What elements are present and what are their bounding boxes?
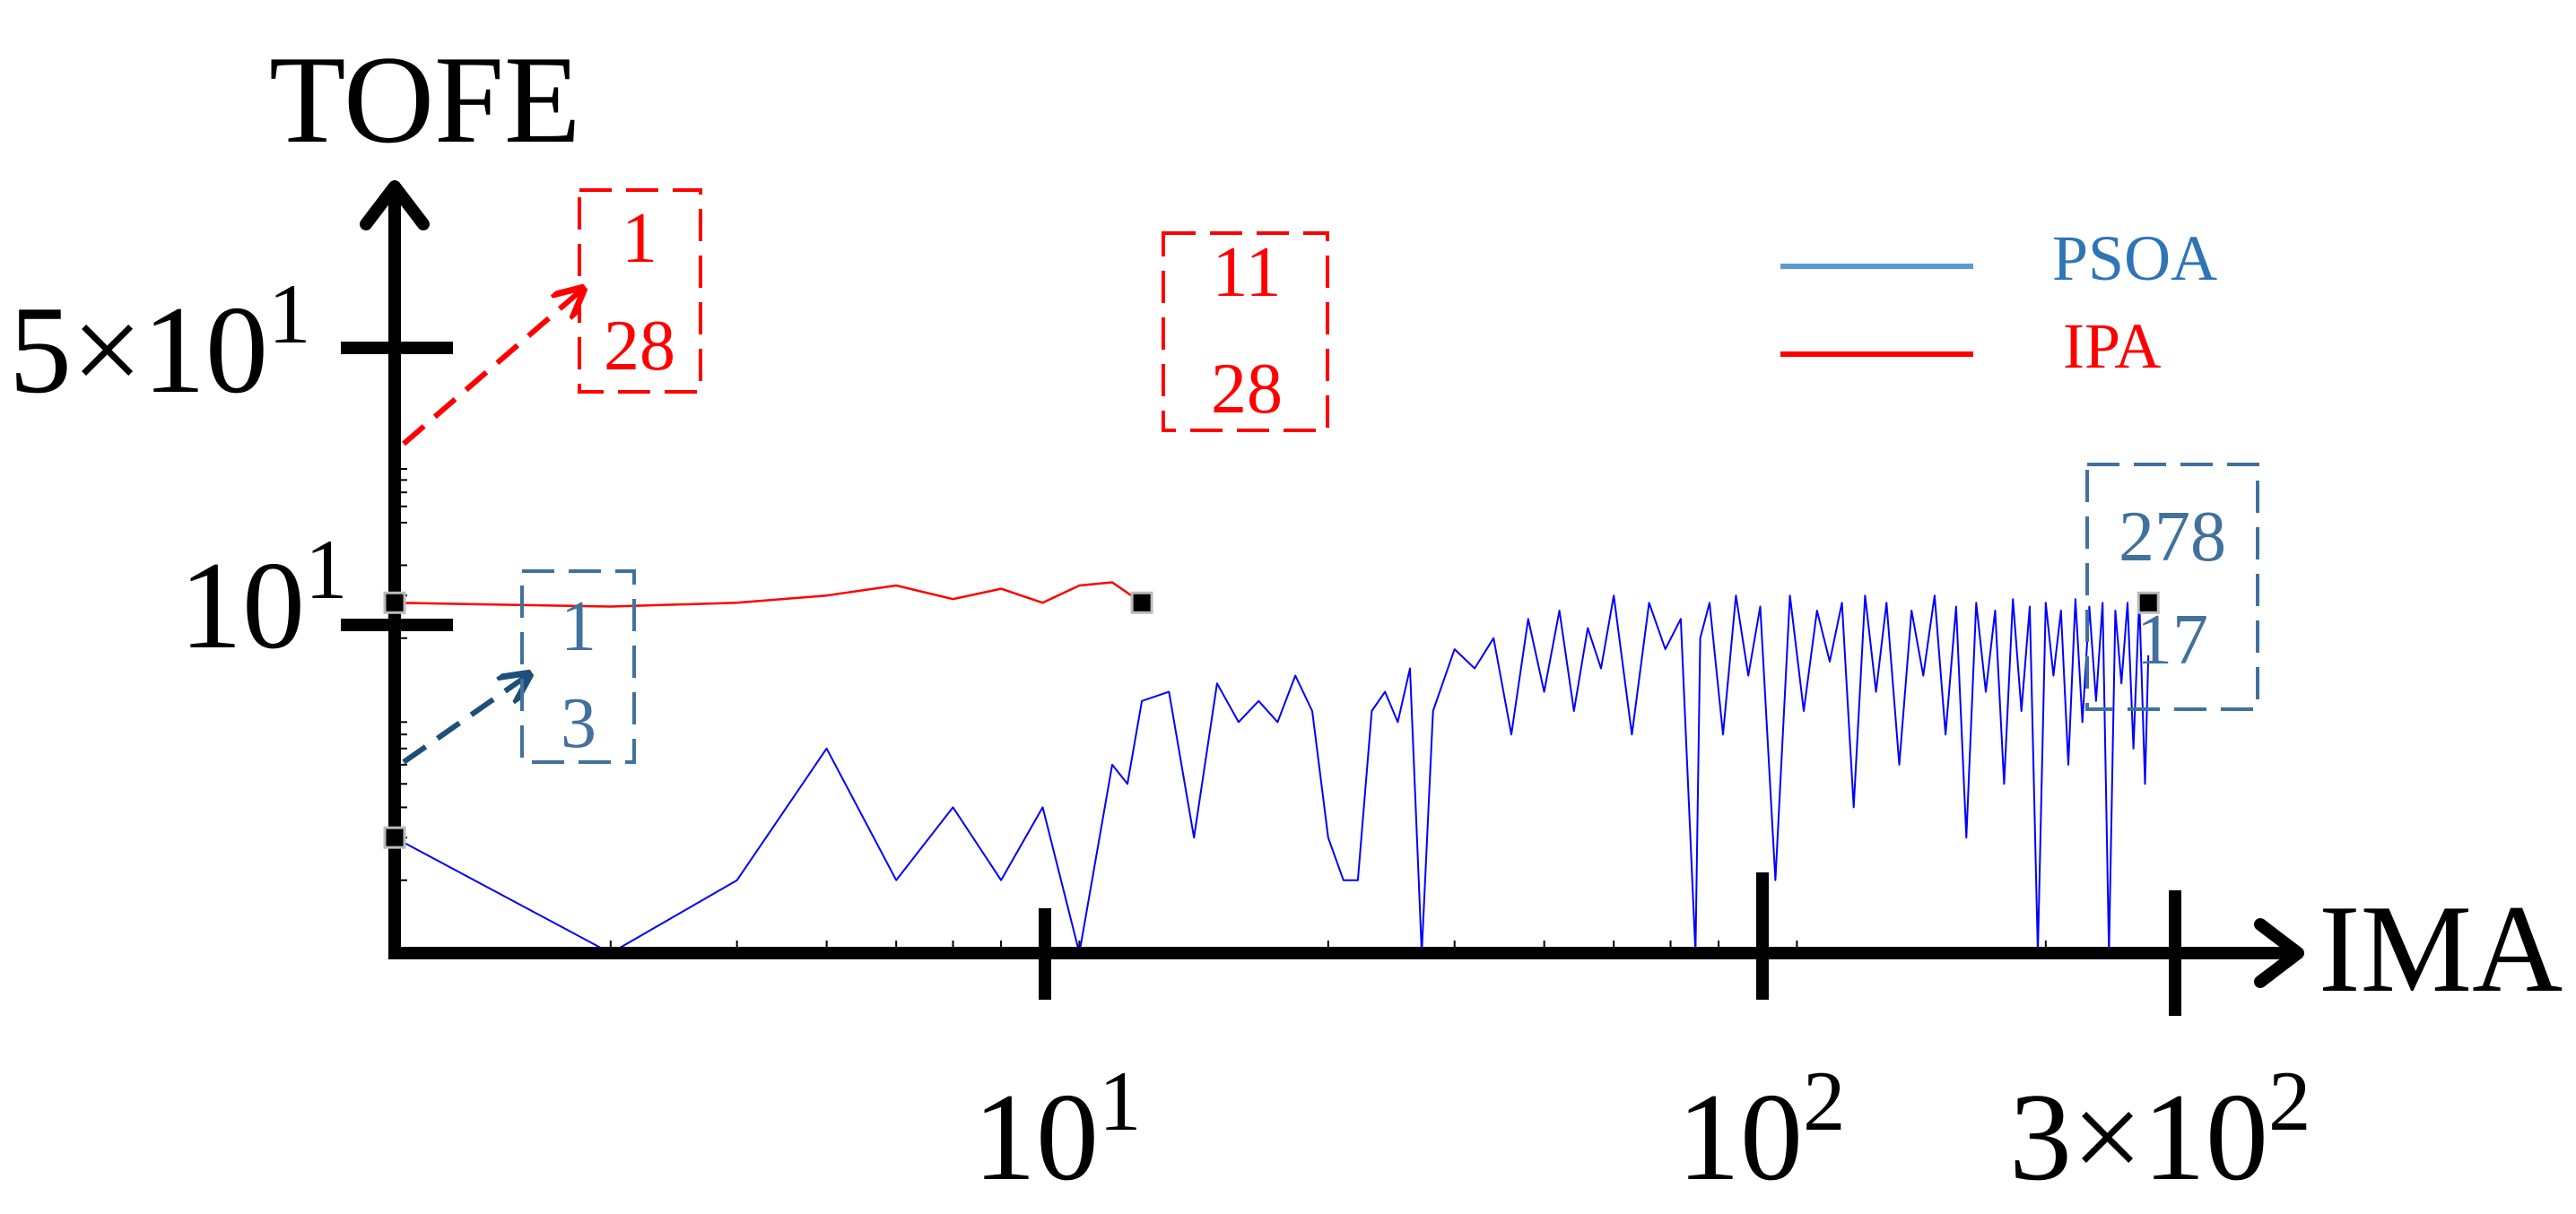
x-tick-label-100: 102: [1677, 1054, 1846, 1207]
start-marker-psoa: [383, 826, 406, 849]
legend-label-ipa: IPA: [2063, 310, 2161, 382]
minor-ticks: [395, 468, 2047, 953]
series-line-psoa: [394, 594, 2150, 954]
start-marker-ipa: [383, 591, 406, 614]
y-tick-label-10: 101: [179, 522, 348, 675]
annotation-box: [520, 569, 636, 764]
annotation-line-1: 1: [622, 199, 657, 278]
legend-label-psoa: PSOA: [2052, 222, 2217, 294]
end-marker-ipa: [1130, 591, 1153, 614]
annotation-psoa-start: 1 3: [402, 569, 636, 765]
series-layer: [394, 581, 2150, 954]
x-tick-label-10: 101: [973, 1054, 1142, 1207]
annotation-arrow: [402, 289, 583, 447]
annotation-box: [2085, 463, 2259, 711]
annotation-psoa-end: 278 17: [2085, 463, 2259, 711]
annotation-box: [578, 188, 702, 394]
x-tick-label-300: 3×102: [2009, 1054, 2311, 1207]
annotation-line-2: 28: [1211, 350, 1283, 429]
annotation-ipa-start: 1 28: [402, 188, 702, 447]
annotation-arrow: [402, 674, 529, 765]
y-axis-arrowhead: [360, 180, 430, 230]
series-line-ipa: [394, 581, 1143, 608]
annotation-line-1: 1: [561, 587, 596, 666]
x-axis-arrowhead: [2254, 918, 2304, 988]
annotation-box: [1162, 231, 1329, 432]
y-axis-title: TOFE: [269, 30, 580, 169]
y-tick-label-50: 5×101: [9, 266, 310, 420]
markers-layer: [383, 591, 2160, 849]
annotation-line-1: 278: [2119, 498, 2226, 577]
annotation-ipa-end: 11 28: [1162, 231, 1329, 432]
legend: PSOA IPA: [1780, 222, 2217, 382]
annotation-line-2: 28: [604, 307, 675, 386]
annotation-line-1: 11: [1212, 233, 1281, 312]
annotation-line-2: 3: [561, 684, 596, 763]
end-marker-psoa: [2137, 591, 2160, 614]
x-axis-title: IMA: [2319, 880, 2563, 1019]
